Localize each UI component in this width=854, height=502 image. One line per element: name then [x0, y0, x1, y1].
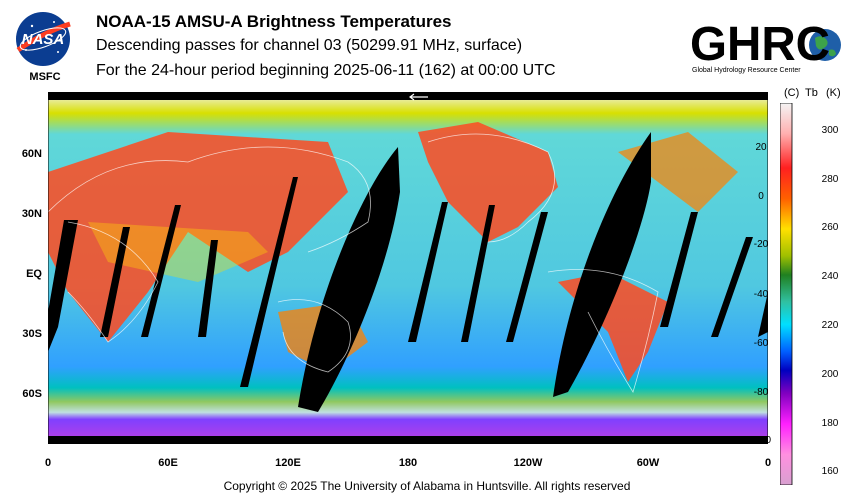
lon-label-0: 0	[44, 457, 52, 469]
lon-label-120w: 120W	[513, 457, 543, 469]
lat-label-60n: 60N	[21, 148, 42, 160]
lon-label-60w: 60W	[636, 457, 660, 469]
coastlines	[48, 133, 659, 393]
lat-label-30n: 30N	[21, 208, 42, 220]
colorbar-celsius-tick: -40	[753, 289, 769, 300]
colorbar-header-celsius: (C)	[784, 87, 800, 99]
colorbar-celsius-tick: -100	[750, 435, 771, 446]
colorbar-kelvin-tick: 180	[821, 418, 839, 429]
colorbar-celsius-tick: -80	[753, 387, 769, 398]
chart-period: For the 24-hour period beginning 2025-06…	[96, 62, 556, 79]
lon-label-60e: 60E	[158, 457, 178, 469]
colorbar	[780, 103, 793, 485]
msfc-text: MSFC	[29, 71, 60, 83]
colorbar-kelvin-tick: 260	[821, 222, 839, 233]
colorbar-kelvin-tick: 300	[821, 125, 839, 136]
chart-title: NOAA-15 AMSU-A Brightness Temperatures	[96, 12, 452, 31]
colorbar-celsius-tick: 0	[758, 191, 764, 202]
colorbar-kelvin-tick: 160	[821, 466, 839, 477]
chart-subtitle: Descending passes for channel 03 (50299.…	[96, 37, 523, 54]
dateline-arrow	[409, 93, 428, 101]
colorbar-celsius-tick: 20	[755, 142, 767, 153]
colorbar-kelvin-tick: 240	[821, 271, 839, 282]
lon-label-180: 180	[398, 457, 418, 469]
ghrc-text: GHRC	[690, 18, 830, 71]
colorbar-celsius-tick: -60	[753, 338, 769, 349]
lon-label-0-right: 0	[764, 457, 772, 469]
nasa-text: NASA	[22, 31, 65, 48]
lon-label-120e: 120E	[275, 457, 301, 469]
lat-label-60s: 60S	[22, 388, 42, 400]
swath-data-gaps	[48, 132, 768, 412]
colorbar-header-tb: Tb	[805, 87, 818, 99]
colorbar-kelvin-tick: 200	[821, 369, 839, 380]
ghrc-logo: GHRC Global Hydrology Resource Center	[690, 18, 841, 74]
colorbar-celsius-tick: -20	[753, 239, 769, 250]
lat-label-eq: EQ	[26, 268, 42, 280]
copyright-notice: Copyright © 2025 The University of Alaba…	[223, 479, 631, 493]
nasa-logo: NASA MSFC	[16, 12, 71, 83]
colorbar-kelvin-tick: 220	[821, 320, 839, 331]
ghrc-subtext: Global Hydrology Resource Center	[692, 67, 801, 74]
lat-label-30s: 30S	[22, 328, 42, 340]
colorbar-header-kelvin: (K)	[826, 87, 841, 99]
brightness-temperature-map	[48, 92, 768, 444]
colorbar-kelvin-tick: 280	[821, 174, 839, 185]
